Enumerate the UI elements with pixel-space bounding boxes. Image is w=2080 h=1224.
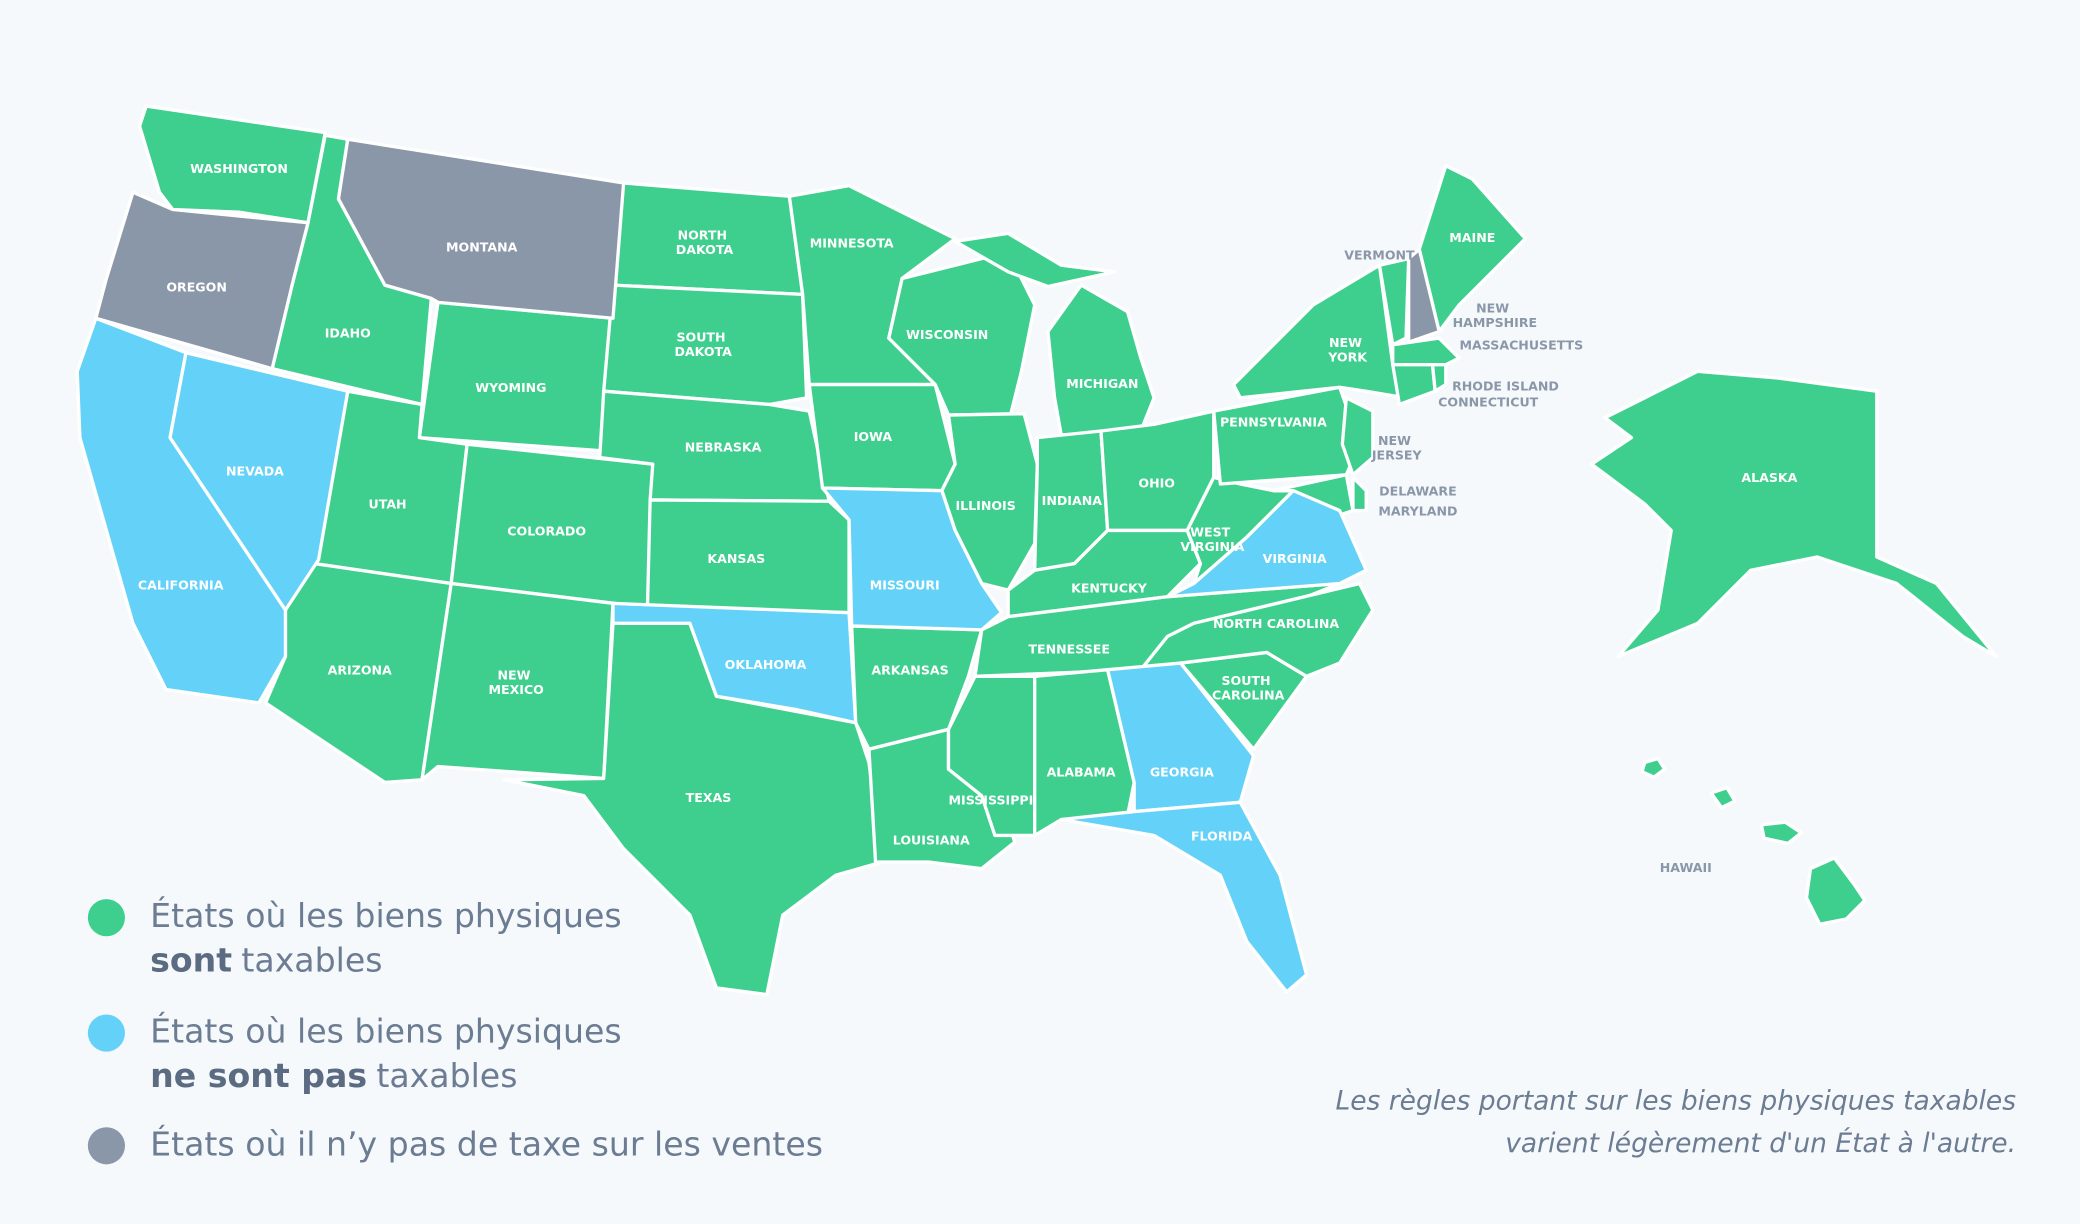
state-region — [1340, 396, 1375, 477]
state-label: KANSAS — [707, 551, 765, 566]
state-label: COLORADO — [507, 523, 586, 538]
state-label: ALABAMA — [1047, 765, 1116, 780]
legend-label: ne sont pas taxables — [150, 1055, 517, 1094]
state-region — [1590, 369, 1998, 659]
state-label: MISSOURI — [870, 578, 940, 593]
state-region — [94, 190, 310, 371]
state-label: NEBRASKA — [685, 440, 762, 455]
state-label: ARIZONA — [328, 663, 392, 678]
state-label: NORTH CAROLINA — [1213, 616, 1339, 631]
state-label: OKLAHOMA — [725, 657, 807, 672]
state-label: WASHINGTON — [190, 161, 288, 176]
state-region — [336, 137, 626, 320]
state-label: ILLINOIS — [955, 498, 1015, 513]
state-region — [417, 300, 615, 453]
state-label: VIRGINIA — [1263, 551, 1327, 566]
state-label: INDIANA — [1042, 493, 1103, 508]
state-label: VERMONT — [1344, 247, 1415, 262]
state-label: SOUTH CAROLINA — [1212, 672, 1285, 702]
legend-rest: taxables — [241, 940, 382, 979]
state-label: MARYLAND — [1378, 503, 1457, 518]
legend-label: États où les biens physiques — [150, 895, 622, 935]
state-label: FLORIDA — [1191, 828, 1253, 843]
legend-label: sont taxables — [150, 940, 382, 979]
state-region — [611, 601, 858, 725]
footnote-line: varient légèrement d'un État à l'autre. — [1505, 1127, 2016, 1159]
state-region — [1377, 256, 1411, 347]
state-label: MAINE — [1449, 230, 1495, 245]
state-region — [887, 250, 1037, 417]
state-region — [953, 231, 1156, 437]
state-region — [1351, 475, 1368, 513]
state-region — [1430, 363, 1448, 393]
state-label: SOUTH DAKOTA — [674, 329, 732, 359]
legend-rest: taxables — [376, 1055, 517, 1094]
state-label: RHODE ISLAND — [1452, 379, 1559, 394]
legend-label: États où les biens physiques — [150, 1011, 622, 1051]
state-label: NEW MEXICO — [488, 667, 544, 697]
state-label: NEVADA — [226, 464, 284, 479]
state-label: WEST VIRGINIA — [1180, 524, 1244, 554]
state-label: ALASKA — [1741, 470, 1797, 485]
state-label: OREGON — [166, 279, 227, 294]
state-region — [1059, 800, 1309, 994]
state-label: DELAWARE — [1379, 483, 1457, 498]
state-region — [1640, 756, 1867, 926]
state-label: KENTUCKY — [1071, 580, 1148, 595]
state-region — [168, 351, 350, 612]
state-region — [1165, 489, 1368, 599]
state-label: IDAHO — [325, 326, 371, 341]
state-label: PENNSYLVANIA — [1220, 415, 1327, 430]
state-label: TEXAS — [686, 790, 732, 805]
state-label: MICHIGAN — [1066, 376, 1138, 391]
state-region — [1407, 247, 1441, 344]
state-region — [820, 486, 1004, 632]
state-region — [940, 412, 1040, 592]
state-label: LOUISIANA — [893, 832, 970, 847]
state-label: NEW YORK — [1327, 334, 1368, 364]
state-regions — [75, 104, 1998, 997]
state-region — [602, 283, 809, 407]
state-label: WYOMING — [475, 380, 546, 395]
legend-label: États où il n’y pas de taxe sur les vent… — [150, 1123, 823, 1163]
state-label: HAWAII — [1660, 860, 1712, 875]
state-label: ARKANSAS — [871, 663, 948, 678]
state-label: CALIFORNIA — [138, 578, 224, 593]
legend-swatch — [87, 1014, 125, 1052]
state-label: MASSACHUSETTS — [1460, 338, 1584, 353]
state-label: TENNESSEE — [1028, 641, 1110, 656]
state-label: WISCONSIN — [906, 327, 988, 342]
state-label: IOWA — [854, 429, 893, 444]
state-label: MONTANA — [446, 239, 518, 254]
state-label: MISSISSIPPI — [949, 792, 1034, 807]
legend-emphasis: sont — [150, 940, 232, 979]
state-label: UTAH — [369, 497, 407, 512]
state-labels: WASHINGTON IDAHO WYOMING UTAH ARIZONA COLORAD… — [138, 161, 1798, 875]
legend-swatch — [87, 899, 125, 937]
state-label: OHIO — [1138, 476, 1175, 491]
footnote-line: Les règles portant sur les biens physiqu… — [1335, 1085, 2016, 1116]
state-region — [1391, 336, 1461, 367]
state-region — [420, 581, 615, 782]
state-label: MINNESOTA — [810, 236, 894, 251]
legend-emphasis: ne sont pas — [150, 1055, 367, 1094]
legend-swatch — [87, 1127, 125, 1165]
state-label: NEW JERSEY — [1371, 432, 1423, 462]
state-label: NORTH DAKOTA — [676, 227, 734, 257]
state-region — [1139, 581, 1375, 678]
state-label: CONNECTICUT — [1438, 395, 1539, 410]
state-label: GEORGIA — [1150, 765, 1214, 780]
state-label: NEW HAMPSHIRE — [1453, 300, 1538, 330]
